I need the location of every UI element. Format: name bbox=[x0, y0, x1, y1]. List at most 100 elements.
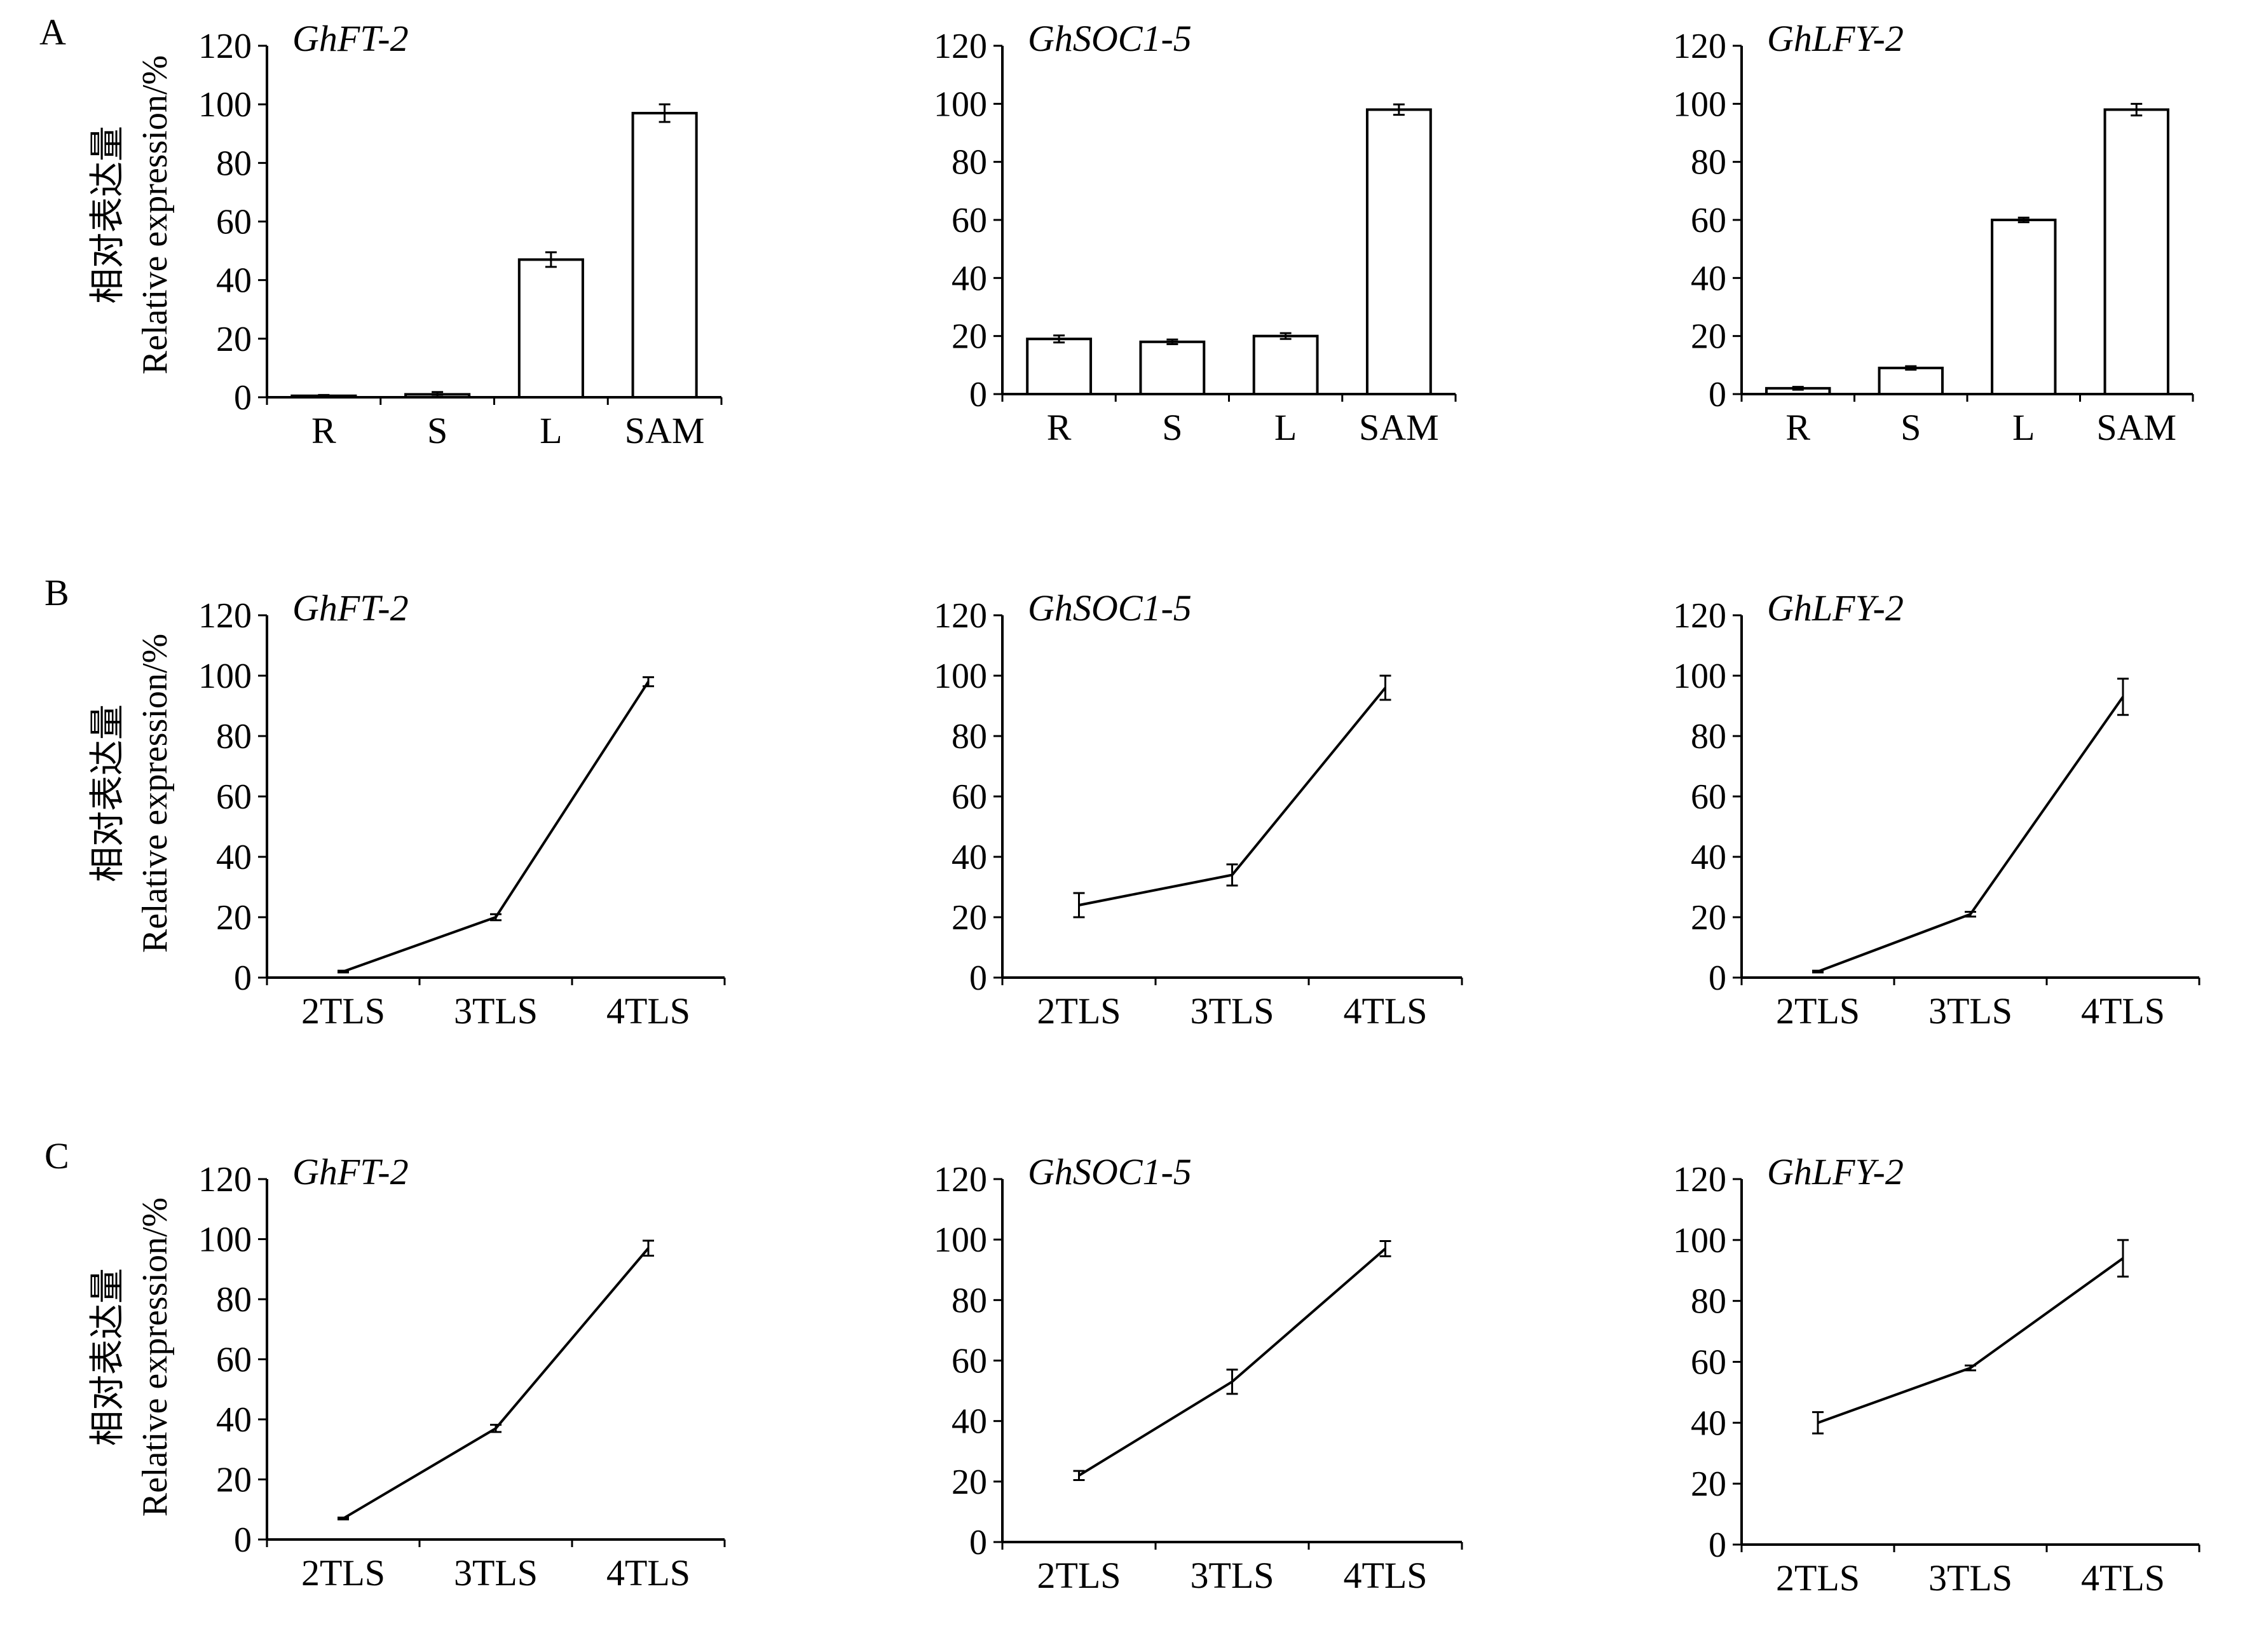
y-tick-label: 80 bbox=[1691, 1282, 1726, 1321]
y-tick-label: 60 bbox=[1691, 1343, 1726, 1382]
y-tick-label: 40 bbox=[216, 261, 252, 301]
y-tick-label: 100 bbox=[198, 85, 252, 125]
y-tick-label: 20 bbox=[1691, 1464, 1726, 1504]
x-tick-label: R bbox=[1785, 407, 1810, 448]
y-tick-label: 120 bbox=[934, 596, 987, 636]
x-tick-label: 4TLS bbox=[1343, 1555, 1427, 1596]
y-tick-label: 20 bbox=[952, 1463, 987, 1502]
chart-c-ghft-2: 0 20 40 60 80 100 120 2TLS 3TLS 4TLS GhFT-2 bbox=[198, 1151, 726, 1594]
chart-c-ghsoc1-5: 0 20 40 60 80 100 120 2TLS 3TLS 4TLS GhSOC1-5 bbox=[934, 1151, 1463, 1596]
y-tick-label: 40 bbox=[952, 838, 987, 877]
y-tick-label: 40 bbox=[952, 259, 987, 298]
chart-c-ghlfy-2: 0 20 40 60 80 100 120 2TLS 3TLS 4TLS GhLFY-2 bbox=[1673, 1151, 2201, 1599]
charts-layer: 0 20 40 60 80 100 120 R S L SAM GhFT-2 0 20 40 60 80 100 1… bbox=[198, 18, 2201, 1599]
y-axis-label-cn-a: 相对表达量 bbox=[88, 126, 128, 304]
x-tick-label: 2TLS bbox=[1776, 1557, 1860, 1599]
y-tick-label: 0 bbox=[234, 959, 252, 998]
y-tick-label: 100 bbox=[1673, 1221, 1726, 1260]
y-tick-label: 20 bbox=[1691, 317, 1726, 357]
bar bbox=[1365, 108, 1432, 395]
y-tick-label: 120 bbox=[1673, 27, 1726, 66]
chart-b-ghlfy-2: 0 20 40 60 80 100 120 2TLS 3TLS 4TLS GhLFY-2 bbox=[1673, 587, 2201, 1032]
y-tick-label: 100 bbox=[1673, 657, 1726, 696]
gene-title: GhSOC1-5 bbox=[1028, 587, 1192, 629]
x-tick-label: 3TLS bbox=[454, 990, 538, 1032]
gene-title: GhLFY-2 bbox=[1767, 587, 1904, 629]
x-tick-label: 2TLS bbox=[1776, 990, 1860, 1032]
y-tick-label: 0 bbox=[1709, 1526, 1726, 1565]
y-tick-label: 0 bbox=[969, 1523, 987, 1562]
y-tick-label: 20 bbox=[1691, 898, 1726, 938]
bar bbox=[1252, 334, 1319, 396]
y-tick-label: 60 bbox=[952, 1342, 987, 1381]
x-tick-label: 2TLS bbox=[301, 1552, 385, 1594]
y-tick-label: 0 bbox=[969, 959, 987, 998]
series-line bbox=[343, 681, 650, 973]
y-tick-label: 120 bbox=[934, 27, 987, 66]
x-tick-label: L bbox=[1274, 407, 1297, 448]
x-tick-label: R bbox=[311, 410, 336, 451]
y-tick-label: 60 bbox=[952, 201, 987, 240]
y-tick-label: 0 bbox=[1709, 375, 1726, 414]
panel-letter-c: C bbox=[44, 1135, 69, 1177]
x-tick-label: 3TLS bbox=[454, 1552, 538, 1594]
series-line bbox=[342, 1247, 650, 1520]
y-tick-label: 100 bbox=[934, 1220, 987, 1260]
y-tick-label: 80 bbox=[952, 143, 987, 182]
y-tick-label: 120 bbox=[198, 1160, 252, 1199]
y-tick-label: 20 bbox=[216, 898, 252, 938]
y-tick-label: 40 bbox=[952, 1402, 987, 1442]
gene-title: GhSOC1-5 bbox=[1028, 1151, 1192, 1192]
y-tick-label: 20 bbox=[952, 898, 987, 938]
x-tick-label: 2TLS bbox=[301, 990, 385, 1032]
y-tick-label: 60 bbox=[1691, 201, 1726, 240]
y-tick-label: 80 bbox=[1691, 717, 1726, 756]
x-tick-label: 3TLS bbox=[1928, 990, 2012, 1032]
y-axis-label-en-b: Relative expression/% bbox=[135, 634, 175, 953]
x-tick-label: 4TLS bbox=[606, 1552, 690, 1594]
y-tick-label: 40 bbox=[1691, 838, 1726, 877]
y-tick-label: 0 bbox=[969, 375, 987, 414]
y-tick-label: 120 bbox=[198, 27, 252, 66]
y-tick-label: 0 bbox=[234, 1520, 252, 1560]
x-tick-label: L bbox=[2012, 407, 2035, 448]
gene-title: GhFT-2 bbox=[292, 587, 409, 629]
y-tick-label: 100 bbox=[198, 1220, 252, 1260]
chart-a-ghsoc1-5: 0 20 40 60 80 100 120 R S L SAM GhSOC1-5 bbox=[934, 18, 1457, 448]
y-tick-label: 120 bbox=[1673, 1160, 1726, 1199]
gene-title: GhLFY-2 bbox=[1767, 18, 1904, 59]
series-line bbox=[1078, 1247, 1386, 1477]
y-tick-label: 60 bbox=[952, 777, 987, 817]
y-tick-label: 100 bbox=[198, 657, 252, 696]
chart-b-ghft-2: 0 20 40 60 80 100 120 2TLS 3TLS 4TLS GhFT-2 bbox=[198, 587, 726, 1032]
x-tick-label: R bbox=[1047, 407, 1072, 448]
bar bbox=[1139, 340, 1206, 395]
bar bbox=[1878, 366, 1944, 396]
y-tick-label: 80 bbox=[1691, 143, 1726, 182]
y-tick-label: 80 bbox=[216, 1280, 252, 1320]
series-line bbox=[1817, 1257, 2124, 1424]
x-tick-label: S bbox=[1162, 407, 1182, 448]
gene-title: GhSOC1-5 bbox=[1028, 18, 1192, 59]
x-tick-label: S bbox=[1901, 407, 1921, 448]
bar bbox=[2103, 108, 2169, 395]
panel-letter-b: B bbox=[44, 572, 69, 613]
y-tick-label: 120 bbox=[934, 1160, 987, 1199]
y-tick-label: 80 bbox=[216, 144, 252, 183]
y-tick-label: 0 bbox=[234, 378, 252, 418]
y-tick-label: 20 bbox=[952, 317, 987, 357]
y-tick-label: 60 bbox=[216, 1341, 252, 1380]
x-tick-label: SAM bbox=[2096, 407, 2176, 448]
y-axis-label-en-c: Relative expression/% bbox=[135, 1198, 175, 1517]
chart-a-ghlfy-2: 0 20 40 60 80 100 120 R S L SAM GhLFY-2 bbox=[1673, 18, 2194, 448]
x-tick-label: L bbox=[540, 410, 562, 451]
x-tick-label: 2TLS bbox=[1037, 990, 1121, 1032]
y-tick-label: 20 bbox=[216, 1461, 252, 1500]
x-tick-label: 4TLS bbox=[2081, 1557, 2165, 1599]
y-axis-label-en-a: Relative expression/% bbox=[135, 55, 175, 374]
y-tick-label: 120 bbox=[1673, 596, 1726, 636]
series-line bbox=[1817, 696, 2124, 973]
gene-title: GhFT-2 bbox=[292, 18, 409, 59]
y-tick-label: 40 bbox=[1691, 259, 1726, 298]
y-tick-label: 60 bbox=[216, 777, 252, 817]
